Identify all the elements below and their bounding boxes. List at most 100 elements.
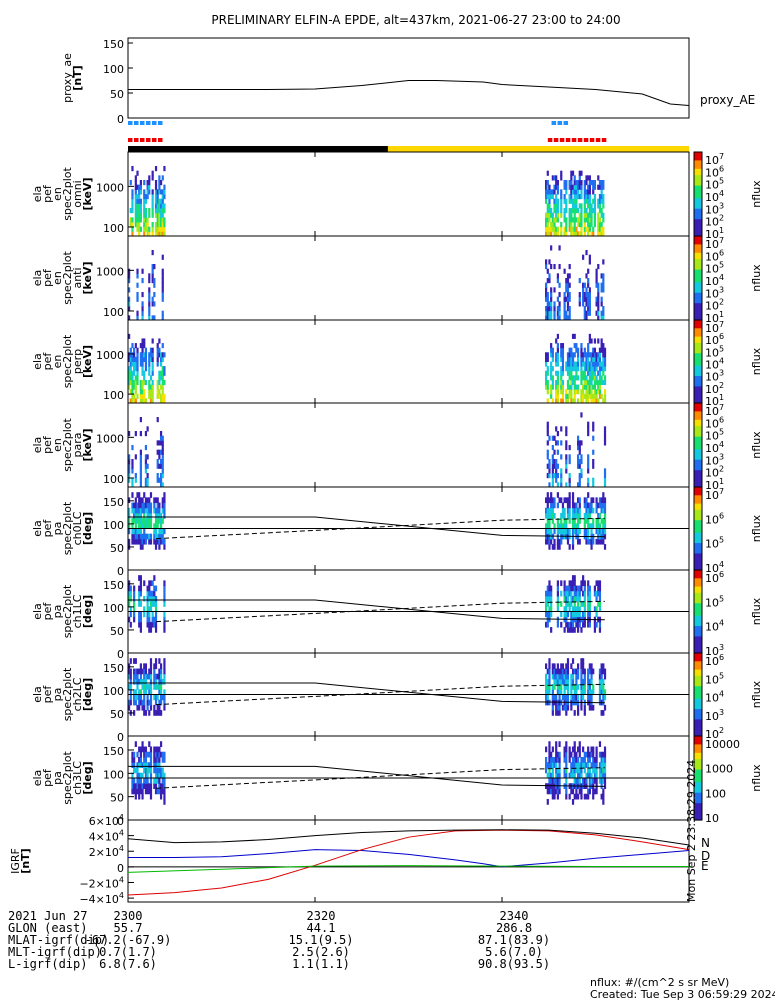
colorbar-swatch xyxy=(694,497,702,501)
colorbar-swatch xyxy=(694,615,702,619)
ephemeris-value: 5.6(7.0) xyxy=(485,945,543,959)
spectrogram-cell xyxy=(548,746,551,753)
colorbar-swatch xyxy=(694,511,702,515)
spectrogram-cell xyxy=(146,473,149,479)
spectrogram-cell xyxy=(587,184,590,190)
colorbar-swatch xyxy=(694,709,702,712)
colorbar-swatch xyxy=(694,307,702,311)
spectrogram-cell xyxy=(561,352,565,358)
spectrogram-cell xyxy=(570,627,573,633)
spectrogram-cell xyxy=(159,793,163,800)
spectrogram-cell xyxy=(161,296,164,302)
availability-dash xyxy=(158,121,163,125)
spectrogram-cell xyxy=(163,507,166,514)
spectrogram-cell xyxy=(141,301,144,307)
spectrogram-cell xyxy=(585,175,588,181)
spectrogram-cell xyxy=(138,198,141,204)
spectrogram-cell xyxy=(575,184,578,190)
spectrogram-cell xyxy=(553,512,556,519)
spectrogram-cell xyxy=(585,393,588,399)
tick-label: 104 xyxy=(705,357,724,372)
spectrogram-cell xyxy=(143,751,146,758)
spectrogram-cell xyxy=(578,296,581,302)
spectrogram-cell xyxy=(158,203,161,209)
spectrogram-cell xyxy=(566,658,570,664)
spectrogram-cell xyxy=(575,793,578,800)
spectrogram-cell xyxy=(558,767,561,774)
spectrogram-cell xyxy=(573,393,576,399)
spectrogram-cell xyxy=(592,507,595,514)
spectrogram-cell xyxy=(141,389,144,395)
spectrogram-cell xyxy=(146,783,149,789)
spectrogram-cell xyxy=(555,767,558,774)
spectrogram-cell xyxy=(597,301,600,307)
y-axis-label-line: ela xyxy=(31,353,44,370)
spectrogram-cell xyxy=(566,585,570,592)
spectrogram-cell xyxy=(144,431,148,437)
y-axis-label-line: spec2plot xyxy=(61,418,74,472)
spectrogram-cell xyxy=(571,492,575,498)
spectrogram-cell xyxy=(570,170,573,176)
spectrogram-cell xyxy=(597,231,600,237)
spectrogram-cell xyxy=(593,606,597,612)
spectrogram-cell xyxy=(573,710,576,716)
spectrogram-cell xyxy=(590,384,593,390)
colorbar-swatch xyxy=(694,434,702,438)
spectrogram-cell xyxy=(573,523,576,529)
spectrogram-cell xyxy=(546,440,549,446)
spectrogram-cell xyxy=(129,379,132,386)
spectrogram-cell xyxy=(597,282,600,288)
spectrogram-cell xyxy=(582,389,585,395)
spectrogram-cell xyxy=(565,463,568,469)
colorbar-label: nflux xyxy=(750,514,763,542)
spectrogram-cell xyxy=(551,710,554,716)
spectrogram-cell xyxy=(556,440,559,446)
spectrogram-cell xyxy=(560,170,563,176)
spectrogram-cell xyxy=(134,384,137,390)
spectrogram-cell xyxy=(593,217,597,223)
colorbar-swatch xyxy=(694,628,702,631)
spectrogram-cell xyxy=(154,189,158,195)
spectrogram-cell xyxy=(561,673,565,680)
spectrogram-cell xyxy=(595,379,598,386)
spectrogram-cell xyxy=(550,212,553,218)
spectrogram-cell xyxy=(148,352,151,358)
spectrogram-cell xyxy=(548,189,551,195)
spectrogram-cell xyxy=(576,793,580,800)
spectrogram-cell xyxy=(154,518,158,524)
spectrogram-cell xyxy=(156,762,159,768)
spectrogram-cell xyxy=(565,184,568,190)
spectrogram-cell xyxy=(151,175,154,181)
spectrogram-cell xyxy=(575,694,578,701)
spectrogram-cell xyxy=(153,663,156,670)
spectrogram-cell xyxy=(154,767,158,774)
spectrogram-cell xyxy=(159,440,163,446)
spectrogram-cell xyxy=(144,194,148,200)
spectrogram-cell xyxy=(587,292,590,298)
spectrogram-cell xyxy=(603,347,607,353)
spectrogram-cell xyxy=(565,393,568,399)
spectrogram-cell xyxy=(595,621,598,628)
spectrogram-cell xyxy=(134,473,137,479)
spectrogram-cell xyxy=(156,222,159,228)
spectrogram-cell xyxy=(570,231,573,237)
spectrogram-cell xyxy=(555,741,558,747)
spectrogram-cell xyxy=(587,454,590,460)
spectrogram-cell xyxy=(583,282,586,288)
spectrogram-cell xyxy=(602,356,605,362)
spectrogram-cell xyxy=(133,783,136,789)
spectrogram-cell xyxy=(148,580,151,587)
spectrogram-cell xyxy=(158,772,161,779)
spectrogram-cell xyxy=(545,678,548,685)
spectrogram-cell xyxy=(143,370,146,376)
colorbar-swatch xyxy=(694,698,702,702)
spectrogram-cell xyxy=(571,746,575,753)
colorbar-swatch xyxy=(694,682,702,685)
spectrogram-cell xyxy=(545,762,548,768)
colorbar-swatch xyxy=(694,457,702,461)
spectrogram-cell xyxy=(163,616,166,623)
colorbar-swatch xyxy=(694,351,702,354)
spectrogram-cell xyxy=(558,757,561,763)
spectrogram-cell xyxy=(578,751,581,758)
spectrogram-cell xyxy=(565,772,568,779)
